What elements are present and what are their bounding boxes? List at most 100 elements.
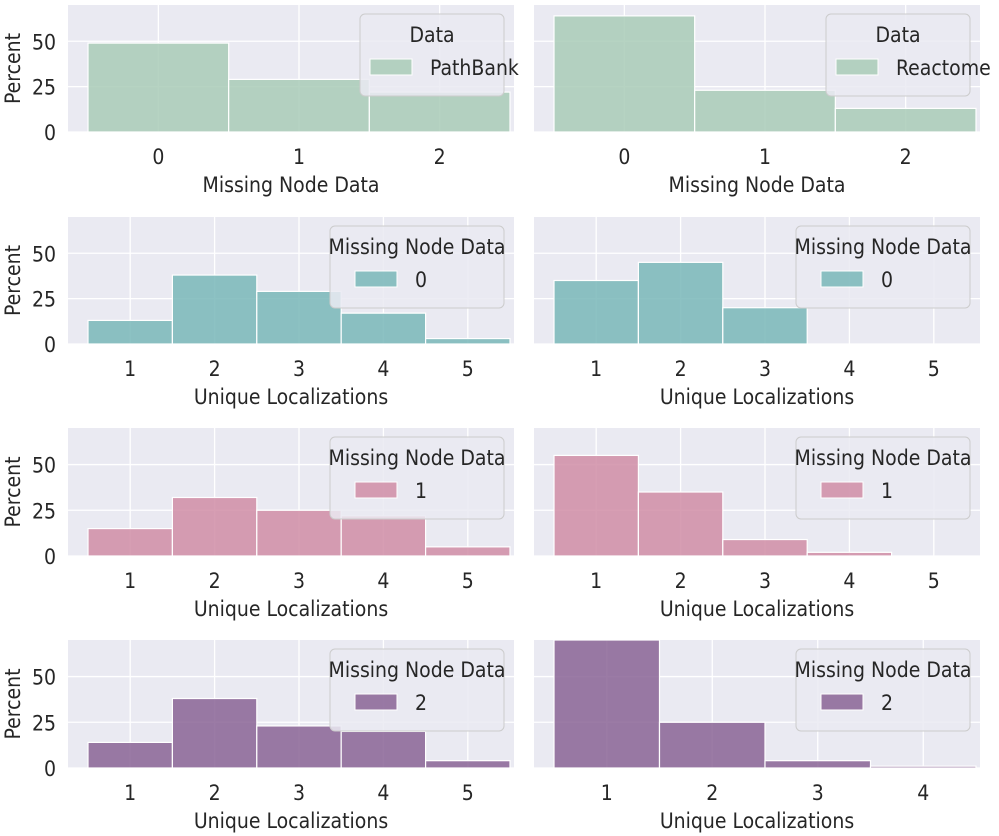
x-tick-label: 1 [759, 145, 771, 169]
bar [87, 319, 174, 345]
x-tick-label: 5 [462, 569, 474, 593]
bar [87, 42, 230, 133]
legend-swatch [835, 58, 879, 76]
x-tick-label: 3 [293, 781, 305, 805]
bar [425, 546, 511, 557]
legend-swatch [369, 58, 413, 76]
x-tick-label: 2 [706, 781, 718, 805]
legend-title: Missing Node Data [795, 446, 972, 470]
legend-swatch [354, 481, 398, 499]
legend: Missing Node Data 1 [329, 436, 506, 520]
y-tick-label: 50 [32, 30, 56, 54]
x-tick-label: 3 [759, 357, 771, 381]
bar [340, 312, 427, 345]
legend-title: Missing Node Data [329, 446, 506, 470]
legend-swatch [820, 693, 864, 711]
legend-label: 2 [881, 691, 893, 715]
legend-title: Missing Node Data [329, 235, 506, 259]
x-tick-label: 4 [377, 781, 389, 805]
bar [256, 725, 342, 769]
x-tick-label: 3 [293, 357, 305, 381]
x-axis-label: Unique Localizations [660, 597, 854, 621]
x-axis-label: Unique Localizations [194, 809, 388, 833]
y-tick-label: 50 [32, 454, 56, 478]
bar [722, 538, 808, 557]
bar [553, 279, 640, 345]
y-tick-label: 0 [44, 545, 56, 569]
bar [834, 107, 977, 133]
x-tick-label: 0 [152, 145, 164, 169]
bar [637, 491, 724, 557]
legend-label: 1 [415, 479, 427, 503]
legend-title: Data [409, 23, 454, 47]
y-axis-label: Percent [1, 245, 25, 316]
subplot-8: 1 2 3 4 Unique Localizations Missing Node Dat… [534, 639, 980, 833]
y-tick-label: 25 [32, 76, 56, 100]
legend-label: 0 [881, 268, 893, 292]
legend-swatch [354, 270, 398, 288]
legend-swatch [354, 693, 398, 711]
x-tick-label: 1 [590, 569, 602, 593]
x-tick-label: 1 [124, 357, 136, 381]
y-tick-label: 25 [32, 711, 56, 735]
bar [553, 454, 640, 557]
legend-label: 2 [415, 691, 427, 715]
y-axis-label: Percent [1, 33, 25, 104]
x-tick-label: 4 [377, 569, 389, 593]
x-tick-label: 2 [209, 357, 221, 381]
subplot-1: 0 1 2 0 25 50 Missing Node Data Percent Data Path… [1, 5, 519, 197]
y-tick-label: 25 [32, 288, 56, 312]
bar [340, 730, 427, 769]
x-tick-label: 3 [812, 781, 824, 805]
bar [368, 91, 511, 133]
y-axis-label: Percent [1, 457, 25, 528]
y-tick-label: 50 [32, 242, 56, 266]
x-tick-label: 0 [618, 145, 630, 169]
legend: Missing Node Data 1 [795, 436, 972, 520]
bar [256, 509, 342, 557]
bar [694, 89, 836, 133]
y-tick-label: 25 [32, 499, 56, 523]
legend-title: Missing Node Data [795, 235, 972, 259]
legend-title: Missing Node Data [795, 658, 972, 682]
x-tick-label: 1 [293, 145, 305, 169]
bar [553, 15, 696, 133]
x-tick-label: 3 [759, 569, 771, 593]
legend: Missing Node Data 2 [795, 648, 972, 732]
bar [87, 741, 174, 769]
x-tick-label: 1 [601, 781, 613, 805]
x-axis-label: Missing Node Data [669, 173, 846, 197]
y-tick-label: 0 [44, 333, 56, 357]
x-tick-label: 5 [462, 781, 474, 805]
x-tick-label: 5 [928, 357, 940, 381]
x-tick-label: 4 [377, 357, 389, 381]
legend-label: 0 [415, 268, 427, 292]
bar [722, 307, 808, 345]
bar [256, 290, 342, 345]
x-tick-label: 2 [434, 145, 446, 169]
y-axis-label: Percent [1, 669, 25, 740]
bar [658, 721, 766, 769]
x-tick-label: 1 [124, 781, 136, 805]
x-tick-label: 2 [900, 145, 912, 169]
x-tick-label: 4 [843, 357, 855, 381]
legend: Missing Node Data 2 [329, 648, 505, 732]
x-tick-label: 2 [675, 357, 687, 381]
bar [171, 697, 258, 769]
legend: Data Reactome [825, 13, 991, 97]
legend-swatch [820, 270, 864, 288]
x-tick-label: 1 [124, 569, 136, 593]
x-axis-label: Unique Localizations [194, 597, 388, 621]
bar [171, 496, 258, 557]
x-axis-label: Unique Localizations [660, 385, 854, 409]
x-tick-label: 3 [293, 569, 305, 593]
bar [87, 527, 174, 557]
x-axis-label: Missing Node Data [203, 173, 380, 197]
legend-label: 1 [881, 479, 893, 503]
y-tick-label: 50 [32, 666, 56, 690]
subplot-2: 0 1 2 Missing Node Data Data Reactome [534, 5, 991, 197]
bar [425, 760, 511, 769]
